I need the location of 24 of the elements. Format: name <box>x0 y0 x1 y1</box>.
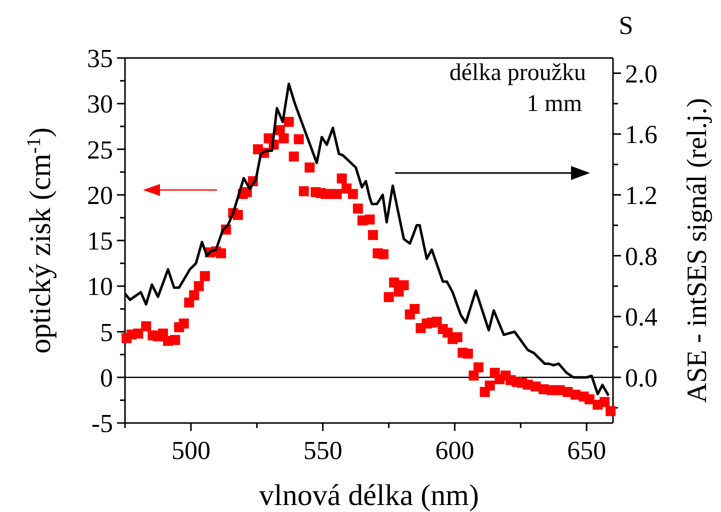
annotation: 1 mm <box>526 91 582 117</box>
text: S <box>618 11 634 40</box>
y-tick-label: 15 <box>87 226 113 256</box>
y-tick-label: 5 <box>100 318 113 347</box>
y2-tick-label: 1.6 <box>625 120 658 150</box>
y-tick-label: 25 <box>87 135 113 164</box>
y2-tick-label: 0.4 <box>625 302 658 332</box>
y-tick-label: 30 <box>87 90 113 119</box>
x-tick-label: 550 <box>303 436 342 465</box>
y2-tick-label: 1.2 <box>625 180 658 210</box>
y2-axis-title: ASE - intSES signál (rel.j.) <box>682 98 713 403</box>
y-tick-label: -5 <box>91 409 113 438</box>
y-tick-label: 10 <box>87 272 113 302</box>
y-tick-label: 35 <box>87 44 113 74</box>
x-tick-label: 500 <box>171 436 210 465</box>
x-tick-label: 600 <box>435 436 474 465</box>
annotation: délka proužku <box>449 60 586 86</box>
y2-tick-label: 0.0 <box>625 363 658 392</box>
y-tick-label: 20 <box>87 180 113 210</box>
x-tick-label: 650 <box>567 436 606 465</box>
y-tick-label: 0 <box>100 363 113 392</box>
y2-tick-label: 0.8 <box>625 242 658 271</box>
y2-tick-label: 2.0 <box>625 59 658 88</box>
x-axis-title: vlnová délka (nm) <box>259 479 479 512</box>
